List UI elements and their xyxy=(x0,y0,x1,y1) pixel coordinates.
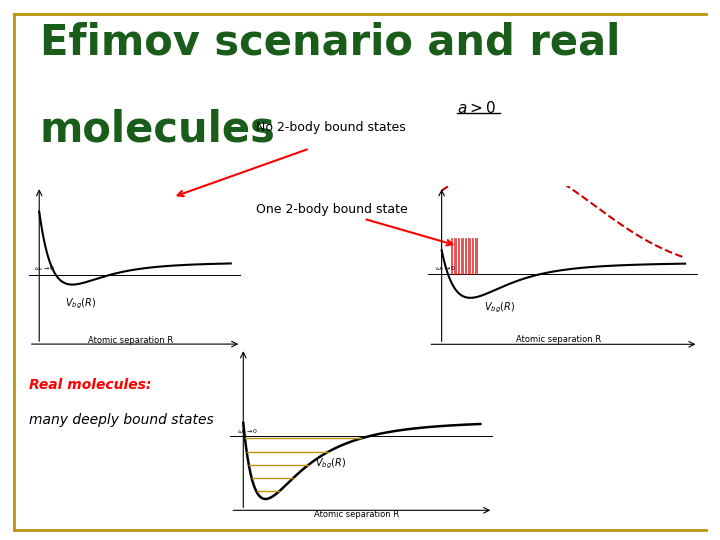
Text: many deeply bound states: many deeply bound states xyxy=(29,413,214,427)
Text: Real molecules:: Real molecules: xyxy=(29,378,151,392)
Text: No 2-body bound states: No 2-body bound states xyxy=(256,122,405,134)
Text: $\omega_c \to 0$: $\omega_c \to 0$ xyxy=(237,428,258,436)
Text: Atomic separation R: Atomic separation R xyxy=(516,334,600,343)
Text: Atomic separation R: Atomic separation R xyxy=(89,336,174,345)
Text: $V_{bg}(R)$: $V_{bg}(R)$ xyxy=(315,457,346,471)
Text: molecules: molecules xyxy=(40,108,276,150)
Text: One 2-body bound state: One 2-body bound state xyxy=(256,202,408,215)
Text: $V_{bg}(R)$: $V_{bg}(R)$ xyxy=(485,301,516,315)
Text: $a > 0$: $a > 0$ xyxy=(457,100,496,116)
Text: $\omega_c \to 0$: $\omega_c \to 0$ xyxy=(34,265,55,273)
Text: Efimov scenario and real: Efimov scenario and real xyxy=(40,22,620,64)
Text: $\omega_c \to 0$: $\omega_c \to 0$ xyxy=(435,264,456,273)
Text: Atomic separation R: Atomic separation R xyxy=(314,510,399,519)
Text: $V_{bg}(R)$: $V_{bg}(R)$ xyxy=(66,296,96,311)
